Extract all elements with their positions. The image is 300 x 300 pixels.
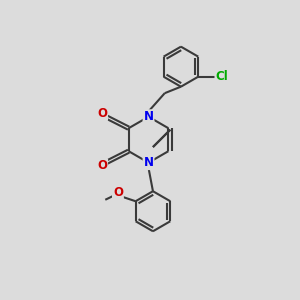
Text: N: N — [143, 110, 154, 123]
Text: O: O — [97, 107, 107, 120]
Text: N: N — [143, 156, 154, 169]
Text: Cl: Cl — [215, 70, 228, 83]
Text: O: O — [113, 187, 123, 200]
Text: O: O — [97, 159, 107, 172]
